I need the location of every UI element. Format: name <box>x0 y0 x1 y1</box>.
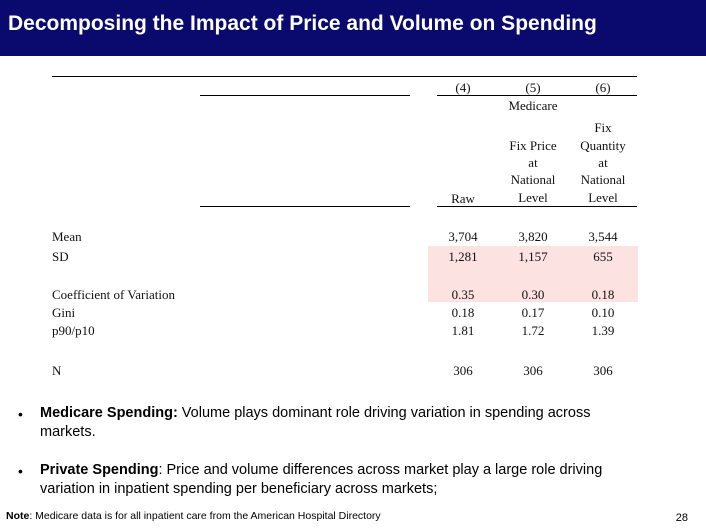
table-top-rule-left <box>52 76 437 77</box>
header-bottom-rule-stub <box>200 206 410 207</box>
col-header-fix-quantity-l4: National <box>580 172 626 187</box>
cell-value: 0.30 <box>521 287 545 302</box>
bullet-body: Volume plays dominant role driving varia… <box>177 405 591 421</box>
cell-value: 3,544 <box>588 229 618 244</box>
cell-value: 0.35 <box>451 287 475 302</box>
row-label: Mean <box>52 229 82 244</box>
table-top-rule-right <box>437 76 637 77</box>
bullet-bold: Medicare Spending: <box>40 405 178 421</box>
col-header-fix-price-l4: Level <box>518 190 548 205</box>
col-header-fix-price-l3: National <box>510 172 556 187</box>
col-number-4: (4) <box>455 80 471 95</box>
col-header-fix-quantity-l3: at <box>598 155 608 170</box>
cell-value: 0.17 <box>521 305 545 320</box>
col-header-fix-quantity-l5: Level <box>588 190 618 205</box>
cell-value: 1,281 <box>448 249 478 264</box>
cell-value: 0.18 <box>591 287 615 302</box>
title-bar: Decomposing the Impact of Price and Volu… <box>0 0 706 56</box>
highlight-sd-row <box>428 246 638 266</box>
highlight-cv-block <box>428 266 638 302</box>
col-header-raw: Raw <box>451 191 475 206</box>
col-header-fix-price-l1: Fix Price <box>509 138 557 153</box>
cell-value: 1,157 <box>518 249 548 264</box>
bullet-body-cont: variation in inpatient spending per bene… <box>40 481 438 497</box>
col-header-fix-quantity-l1: Fix <box>594 120 612 135</box>
group-rule <box>437 95 637 96</box>
col-header-fix-price-l2: at <box>528 155 538 170</box>
col-header-fix-quantity-l2: Quantity <box>580 138 626 153</box>
bullet-marker: • <box>18 406 23 422</box>
row-label: N <box>52 363 62 378</box>
cell-value: 655 <box>593 249 613 264</box>
cell-value: 1.81 <box>451 323 475 338</box>
footnote-label: Note <box>6 510 30 522</box>
group-label-medicare: Medicare <box>508 98 558 113</box>
cell-value: 0.10 <box>591 305 615 320</box>
header-rule-stub <box>200 95 410 96</box>
row-label: Coefficient of Variation <box>52 287 175 302</box>
results-table: (4) (5) (6) Medicare Raw Fix Price at Na… <box>52 76 638 378</box>
bullet-bold: Private Spending <box>40 462 159 478</box>
cell-value: 3,820 <box>518 229 548 244</box>
slide-title: Decomposing the Impact of Price and Volu… <box>8 12 597 35</box>
bullet-body-cont: markets. <box>40 424 96 440</box>
header-bottom-rule <box>437 206 637 207</box>
cell-value: 306 <box>593 363 613 378</box>
bullet-body: : Price and volume differences across ma… <box>158 462 603 478</box>
col-number-6: (6) <box>595 80 611 95</box>
row-label: Gini <box>52 305 76 320</box>
cell-value: 1.72 <box>521 323 545 338</box>
row-label: p90/p10 <box>52 323 95 338</box>
cell-value: 306 <box>453 363 473 378</box>
bullet-text: Private Spending: Price and volume diffe… <box>40 461 700 499</box>
footnote: Note: Medicare data is for all inpatient… <box>6 510 381 522</box>
footnote-text: : Medicare data is for all inpatient car… <box>29 510 381 522</box>
cell-value: 3,704 <box>448 229 478 244</box>
cell-value: 306 <box>523 363 543 378</box>
row-label: SD <box>52 249 69 264</box>
cell-value: 0.18 <box>451 305 475 320</box>
cell-value: 1.39 <box>591 323 615 338</box>
bullet-text: Medicare Spending: Volume plays dominant… <box>40 404 680 442</box>
bullet-marker: • <box>18 463 23 479</box>
page-number: 28 <box>675 512 688 524</box>
col-number-5: (5) <box>525 80 541 95</box>
